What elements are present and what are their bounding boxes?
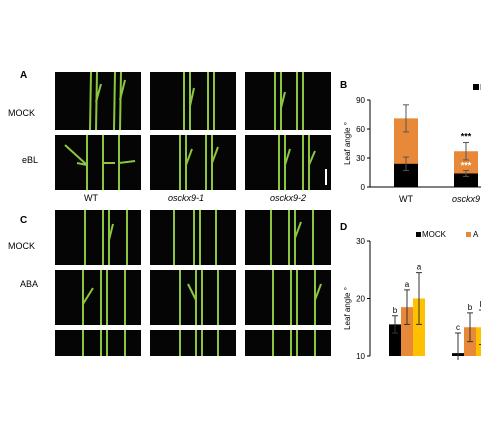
significance-label: *** [461, 161, 472, 171]
legend-swatch-mock [416, 232, 421, 237]
bar [454, 173, 478, 187]
bar [413, 298, 425, 356]
photo-a-ebl-osckx9-2 [245, 135, 331, 190]
photo-c-row3-osckx9-2 [245, 330, 331, 356]
x-tick-label: osckx9 [452, 194, 480, 204]
row-label-c-aba: ABA [20, 279, 39, 289]
significance-letter: c [456, 323, 460, 332]
significance-letter: b [480, 300, 481, 309]
row-label-c-mock: MOCK [8, 241, 35, 251]
col-label-osckx9-2: osckx9-2 [270, 193, 307, 203]
significance-label: *** [461, 132, 472, 142]
significance-letter: b [468, 303, 473, 312]
photo-a-ebl-wt [55, 135, 141, 190]
panel-letter-c: C [20, 215, 28, 226]
legend-label-mock: MOCK [422, 230, 447, 239]
significance-letter: a [417, 263, 422, 272]
y-tick-label: 20 [356, 295, 365, 304]
photo-c-aba-osckx9-1 [150, 270, 236, 325]
legend-swatch-m [473, 84, 479, 90]
col-label-wt: WT [84, 193, 98, 203]
significance-letter: b [393, 306, 398, 315]
x-tick-label: WT [399, 194, 413, 204]
photo-a-mock-osckx9-1 [150, 72, 236, 130]
y-tick-label: 30 [356, 154, 365, 163]
y-tick-label: 10 [356, 352, 365, 360]
panel-letter-a: A [20, 70, 28, 81]
row-label-mock: MOCK [8, 108, 35, 118]
row-label-ebl: eBL [22, 155, 39, 165]
y-axis-label: Leaf angle ° [343, 287, 352, 330]
bar [476, 327, 481, 356]
legend-label-2: A [473, 230, 479, 239]
panel-letter-b: B [340, 80, 348, 91]
y-tick-label: 60 [356, 125, 365, 134]
y-tick-label: 30 [356, 237, 365, 246]
bar [394, 163, 418, 187]
significance-letter: a [405, 280, 410, 289]
photo-c-aba-osckx9-2 [245, 270, 331, 325]
photo-c-row3-osckx9-1 [150, 330, 236, 356]
panel-letter-d: D [340, 222, 348, 233]
photo-a-mock-osckx9-2 [245, 72, 331, 130]
bar [401, 307, 413, 356]
photo-a-ebl-osckx9-1 [150, 135, 236, 190]
photo-c-row3-wt [55, 330, 141, 356]
photo-c-mock-wt [55, 210, 141, 265]
col-label-osckx9-1: osckx9-1 [168, 193, 205, 203]
y-tick-label: 0 [361, 183, 366, 192]
y-axis-label: Leaf angle ° [343, 122, 352, 165]
scale-bar [325, 169, 327, 185]
photo-a-mock-wt [55, 72, 141, 130]
bar [389, 324, 401, 356]
y-tick-label: 90 [356, 96, 365, 105]
photo-c-mock-osckx9-1 [150, 210, 236, 265]
photo-c-aba-wt [55, 270, 141, 325]
legend-swatch-2 [466, 232, 471, 237]
photo-c-mock-osckx9-2 [245, 210, 331, 265]
